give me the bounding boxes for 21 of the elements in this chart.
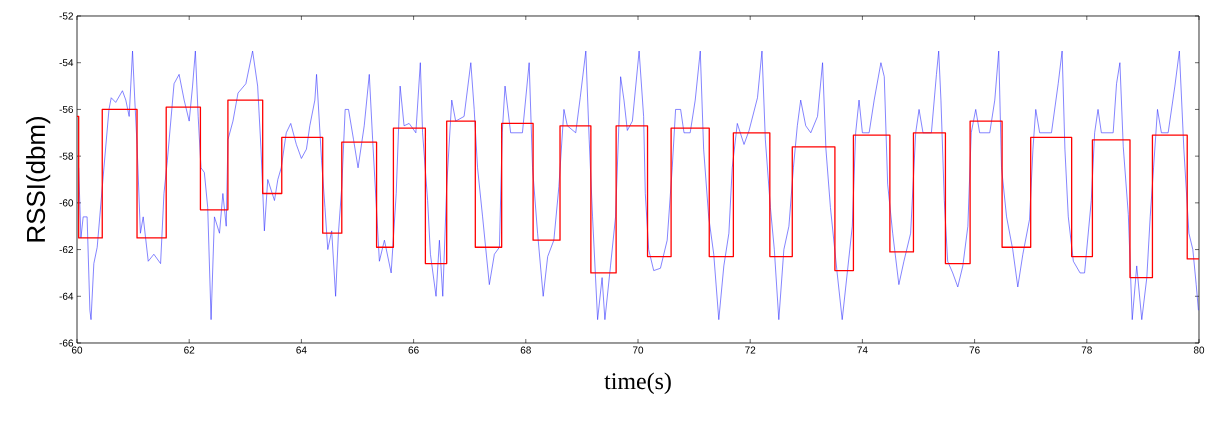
x-tick-label: 62 xyxy=(184,346,195,354)
x-tick-label: 64 xyxy=(296,346,307,354)
x-tick-label: 60 xyxy=(71,346,83,354)
x-tick-label: 76 xyxy=(969,346,980,354)
x-tick-label: 74 xyxy=(857,346,868,354)
y-tick-label: -54 xyxy=(59,59,74,67)
y-tick-label: -62 xyxy=(59,246,73,254)
y-tick-label: -66 xyxy=(59,339,74,347)
y-tick-label: -60 xyxy=(59,199,74,207)
x-tick-label: 68 xyxy=(520,346,531,354)
y-tick-label: -64 xyxy=(59,292,74,300)
x-tick-label: 80 xyxy=(1193,346,1205,354)
x-tick-label: 70 xyxy=(632,346,644,354)
y-tick-label: -56 xyxy=(59,105,74,113)
x-axis-title: time(s) xyxy=(604,372,671,395)
x-tick-label: 72 xyxy=(745,346,756,354)
y-tick-label: -58 xyxy=(59,152,74,160)
y-axis-title: RSSI(dbm) xyxy=(26,117,51,242)
y-tick-label: -52 xyxy=(59,12,73,20)
x-tick-label: 66 xyxy=(408,346,419,354)
x-tick-label: 78 xyxy=(1081,346,1092,354)
